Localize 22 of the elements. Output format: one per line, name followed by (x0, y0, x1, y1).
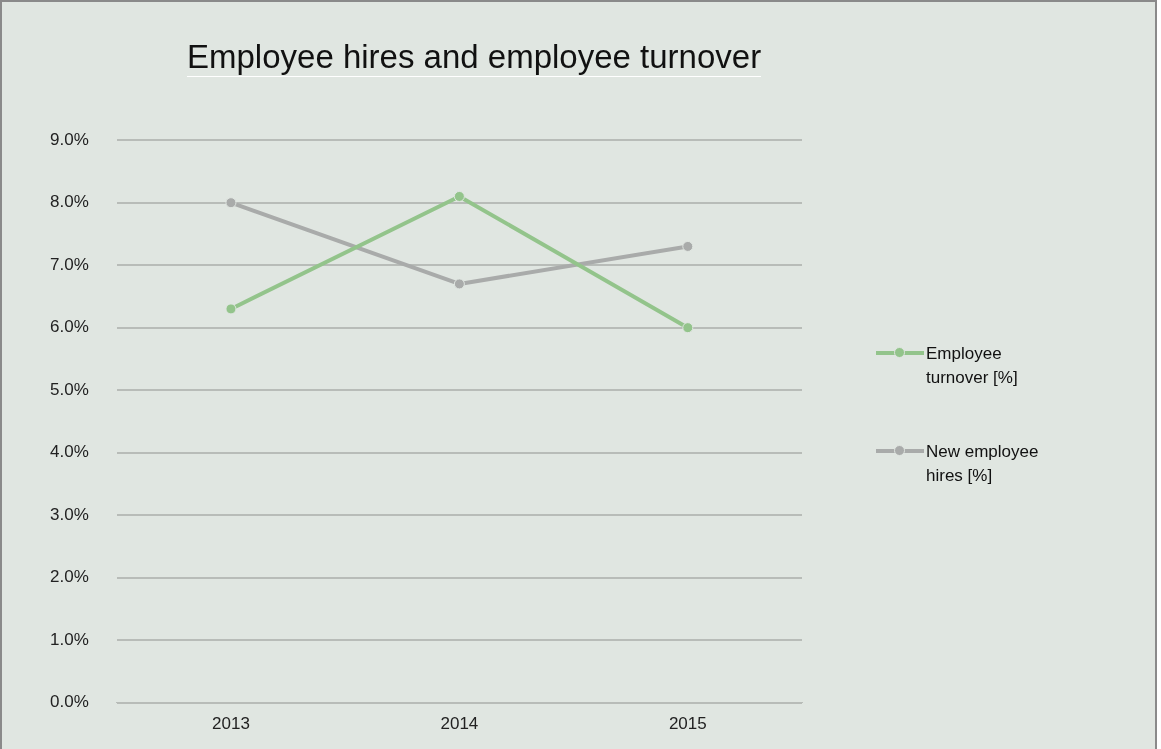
point (682, 240, 694, 252)
legend-label: New employee hires [%] (926, 441, 1040, 487)
y-tick-label: 0.0% (50, 692, 89, 712)
x-tick-label: 2013 (212, 714, 250, 734)
y-tick-label: 9.0% (50, 129, 89, 149)
y-tick-label: 1.0% (50, 629, 89, 649)
x-tick-label: 2015 (668, 714, 707, 734)
chart-title: Employee hires and employee turnover (187, 38, 762, 77)
y-tick-label: 3.0% (50, 504, 89, 524)
y-tick-label: 7.0% (50, 254, 89, 274)
y-tick-label: 5.0% (50, 379, 89, 399)
y-tick-label: 8.0% (50, 192, 89, 212)
legend-label: Employee turnover [%] (926, 343, 1019, 389)
point (225, 197, 237, 209)
y-tick-label: 2.0% (50, 567, 89, 587)
y-tick-label: 4.0% (50, 442, 89, 462)
y-tick-label: 6.0% (50, 317, 89, 337)
point (453, 190, 465, 202)
point (682, 322, 694, 334)
point (225, 303, 237, 315)
point (453, 278, 465, 290)
x-tick-label: 2014 (440, 714, 479, 734)
